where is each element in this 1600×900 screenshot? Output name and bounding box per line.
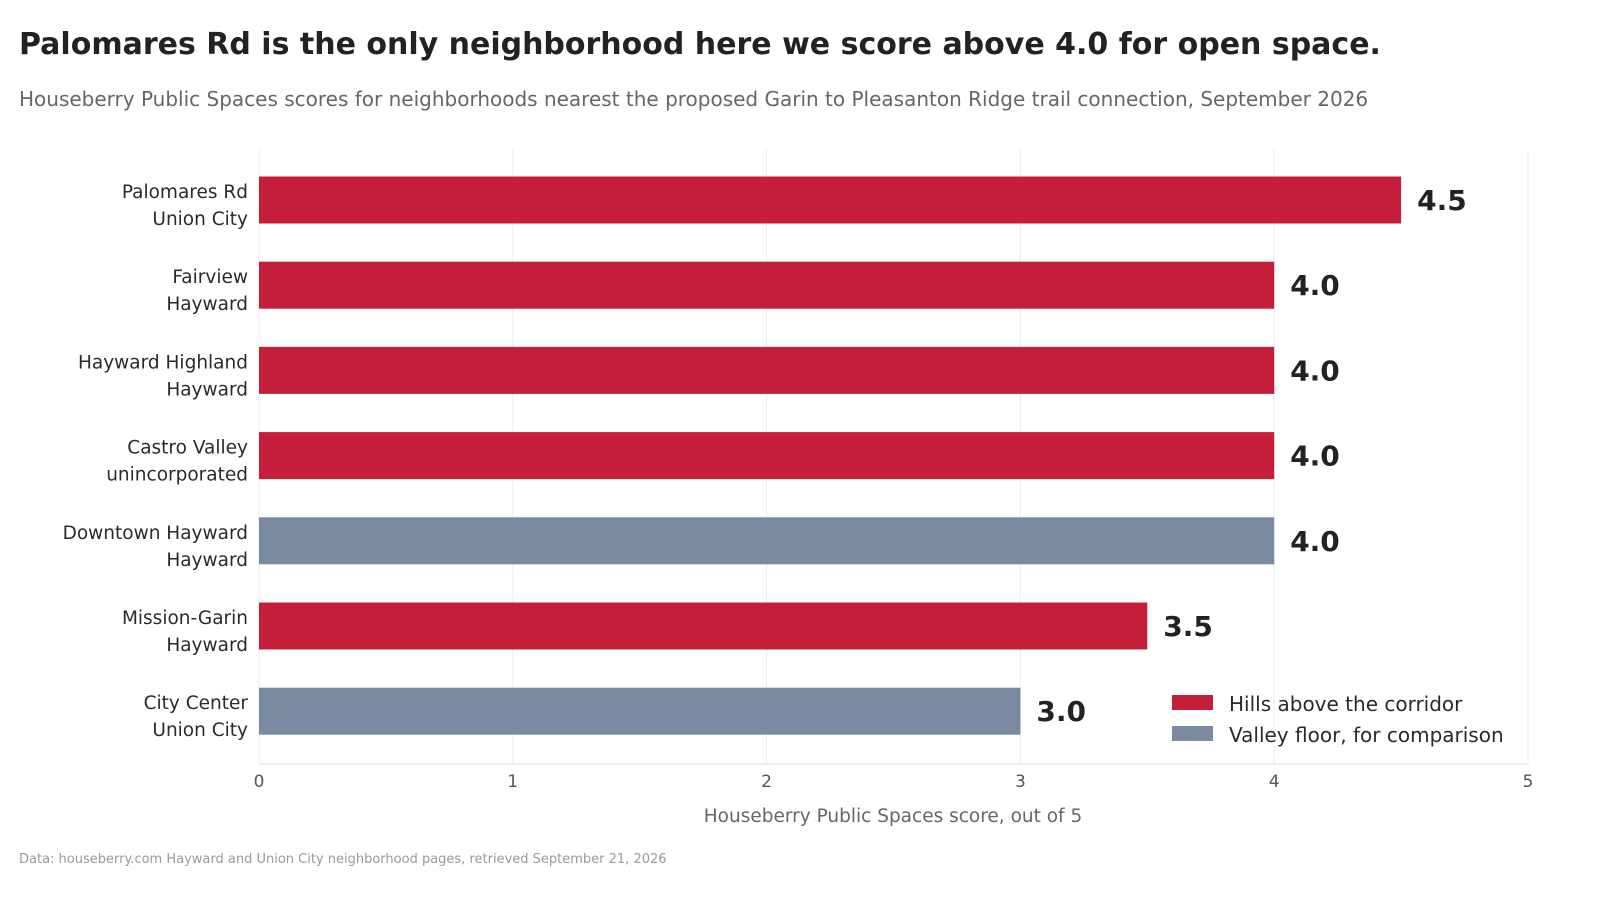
value-label-1: 4.0	[1290, 269, 1340, 302]
bars-group	[259, 176, 1402, 735]
category-label-city-2: Hayward	[166, 379, 248, 400]
x-tick-label-3: 3	[1015, 772, 1026, 792]
x-tick-label-2: 2	[761, 772, 772, 792]
data-source-footnote: Data: houseberry.com Hayward and Union C…	[19, 852, 667, 867]
category-label-city-0: Union City	[152, 209, 248, 230]
x-axis-title: Houseberry Public Spaces score, out of 5	[704, 806, 1082, 827]
bar-3	[259, 432, 1275, 480]
chart-subtitle: Houseberry Public Spaces scores for neig…	[19, 87, 1369, 111]
value-labels: 4.5 4.0 4.0 4.0 4.0 3.5 3.0	[1036, 184, 1466, 728]
category-labels: Palomares Rd Union City Fairview Hayward Hay…	[63, 182, 249, 741]
category-label-name-3: Castro Valley	[127, 438, 248, 459]
category-label-city-4: Hayward	[166, 550, 248, 571]
bar-0	[259, 176, 1402, 224]
category-label-city-3: unincorporated	[106, 465, 248, 486]
bar-4	[259, 517, 1275, 565]
value-label-0: 4.5	[1417, 184, 1467, 217]
category-label-name-0: Palomares Rd	[122, 182, 248, 203]
legend-label-hills: Hills above the corridor	[1229, 692, 1463, 716]
category-label-name-6: City Center	[144, 693, 249, 714]
bar-5	[259, 602, 1148, 650]
x-tick-labels: 0 1 2 3 4 5	[254, 772, 1534, 792]
x-tick-label-0: 0	[254, 772, 265, 792]
legend-swatch-hills	[1172, 695, 1213, 710]
legend-label-valley: Valley floor, for comparison	[1229, 723, 1504, 747]
category-label-city-6: Union City	[152, 720, 248, 741]
category-label-name-4: Downtown Hayward	[63, 523, 248, 544]
legend: Hills above the corridor Valley floor, f…	[1172, 692, 1504, 747]
x-tick-label-5: 5	[1523, 772, 1534, 792]
x-tick-label-1: 1	[507, 772, 518, 792]
value-label-6: 3.0	[1036, 695, 1086, 728]
category-label-name-2: Hayward Highland	[78, 352, 248, 373]
value-label-2: 4.0	[1290, 354, 1340, 387]
bar-1	[259, 261, 1275, 309]
value-label-4: 4.0	[1290, 525, 1340, 558]
chart-title: Palomares Rd is the only neighborhood he…	[19, 27, 1381, 62]
category-label-city-5: Hayward	[166, 635, 248, 656]
x-tick-label-4: 4	[1269, 772, 1280, 792]
category-label-name-5: Mission-Garin	[122, 608, 248, 629]
category-label-city-1: Hayward	[166, 294, 248, 315]
bar-6	[259, 687, 1021, 735]
value-label-3: 4.0	[1290, 440, 1340, 473]
legend-swatch-valley	[1172, 726, 1213, 741]
category-label-name-1: Fairview	[172, 267, 248, 288]
bar-2	[259, 346, 1275, 394]
value-label-5: 3.5	[1163, 610, 1213, 643]
